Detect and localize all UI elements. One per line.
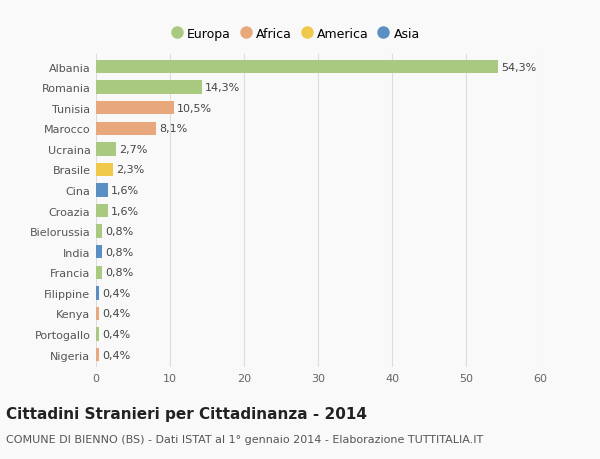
Text: 1,6%: 1,6% (111, 185, 139, 196)
Bar (96, 102, 174, 115)
Text: 10,5%: 10,5% (176, 103, 212, 113)
Text: COMUNE DI BIENNO (BS) - Dati ISTAT al 1° gennaio 2014 - Elaborazione TUTTITALIA.: COMUNE DI BIENNO (BS) - Dati ISTAT al 1°… (6, 434, 483, 444)
Text: 0,8%: 0,8% (105, 268, 133, 278)
Bar (96, 204, 108, 218)
Bar (96, 81, 202, 95)
Bar (96, 225, 102, 238)
Text: 0,8%: 0,8% (105, 227, 133, 237)
Bar (96, 286, 99, 300)
Bar (96, 163, 113, 177)
Text: 2,3%: 2,3% (116, 165, 144, 175)
Bar (96, 307, 99, 320)
Bar (96, 143, 116, 156)
Bar (96, 266, 102, 280)
Text: 0,8%: 0,8% (105, 247, 133, 257)
Text: 54,3%: 54,3% (501, 62, 536, 73)
Legend: Europa, Africa, America, Asia: Europa, Africa, America, Asia (168, 24, 424, 45)
Bar (96, 61, 498, 74)
Text: 14,3%: 14,3% (205, 83, 240, 93)
Bar (96, 348, 99, 362)
Bar (96, 328, 99, 341)
Bar (96, 246, 102, 259)
Text: 1,6%: 1,6% (111, 206, 139, 216)
Text: Cittadini Stranieri per Cittadinanza - 2014: Cittadini Stranieri per Cittadinanza - 2… (6, 406, 367, 421)
Text: 0,4%: 0,4% (102, 309, 130, 319)
Text: 0,4%: 0,4% (102, 350, 130, 360)
Text: 8,1%: 8,1% (159, 124, 187, 134)
Bar (96, 184, 108, 197)
Text: 0,4%: 0,4% (102, 330, 130, 339)
Bar (96, 123, 156, 136)
Text: 0,4%: 0,4% (102, 288, 130, 298)
Text: 2,7%: 2,7% (119, 145, 148, 155)
